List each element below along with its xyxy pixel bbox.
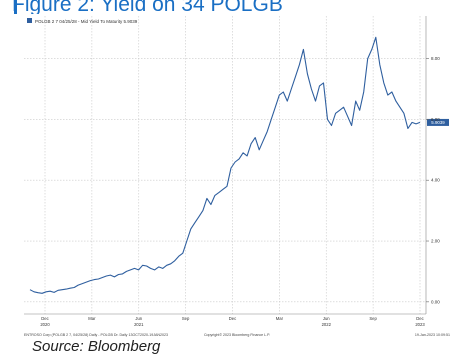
legend: POLGB 2 7 04/25/28 - Mid Yield To Maturi… bbox=[27, 18, 138, 24]
title-accent-bar bbox=[14, 0, 17, 14]
grid-lines bbox=[24, 16, 427, 315]
y-tick-label: 4.00 bbox=[431, 178, 440, 183]
source-note: Source: Bloomberg bbox=[32, 338, 161, 355]
x-tick-label: Dec bbox=[41, 316, 48, 321]
last-value-label: 5.9039 bbox=[431, 120, 445, 125]
chart-footer: ENTROSO Corp (POLGB 2 7, 04/25/28) Daily… bbox=[24, 333, 450, 337]
x-tick-label: Mar bbox=[88, 316, 96, 321]
y-tick-label: 2.00 bbox=[431, 239, 440, 244]
x-tick-label: Jun bbox=[323, 316, 330, 321]
legend-swatch bbox=[27, 18, 32, 23]
legend-label: POLGB 2 7 04/25/28 - Mid Yield To Maturi… bbox=[35, 19, 138, 24]
x-year-label: 2021 bbox=[134, 322, 144, 327]
x-tick-label: Dec bbox=[416, 316, 423, 321]
footer-center: Copyright© 2023 Bloomberg Finance L.P. bbox=[204, 333, 270, 337]
x-tick-label: Jun bbox=[135, 316, 142, 321]
footer-left: ENTROSO Corp (POLGB 2 7, 04/25/28) Daily… bbox=[24, 333, 168, 337]
y-axis-ticks: 0.00 2.00 4.00 6.00 8.00 bbox=[426, 56, 440, 304]
x-tick-label: Sep bbox=[182, 316, 190, 321]
x-tick-label: Sep bbox=[369, 316, 377, 321]
y-tick-label: 0.00 bbox=[431, 299, 440, 304]
x-year-label: 2023 bbox=[415, 322, 425, 327]
plot-background bbox=[22, 14, 452, 340]
footer-right: 19-Jan-2023 10:09:51 bbox=[415, 333, 450, 337]
figure-title: Figure 2: Yield on 34 POLGB bbox=[12, 0, 283, 16]
y-tick-label: 8.00 bbox=[431, 56, 440, 61]
series-group: 5.9039 bbox=[29, 36, 449, 294]
chart-container: POLGB 2 7 04/25/28 - Mid Yield To Maturi… bbox=[22, 14, 452, 340]
x-tick-label: Mar bbox=[276, 316, 284, 321]
x-year-label: 2022 bbox=[322, 322, 332, 327]
yield-line-chart: POLGB 2 7 04/25/28 - Mid Yield To Maturi… bbox=[22, 14, 452, 340]
x-year-label: 2020 bbox=[40, 322, 50, 327]
last-value-badge bbox=[427, 118, 449, 126]
x-tick-label: Dec bbox=[229, 316, 236, 321]
y-tick-label: 6.00 bbox=[431, 117, 440, 122]
yield-series-line bbox=[29, 36, 421, 294]
